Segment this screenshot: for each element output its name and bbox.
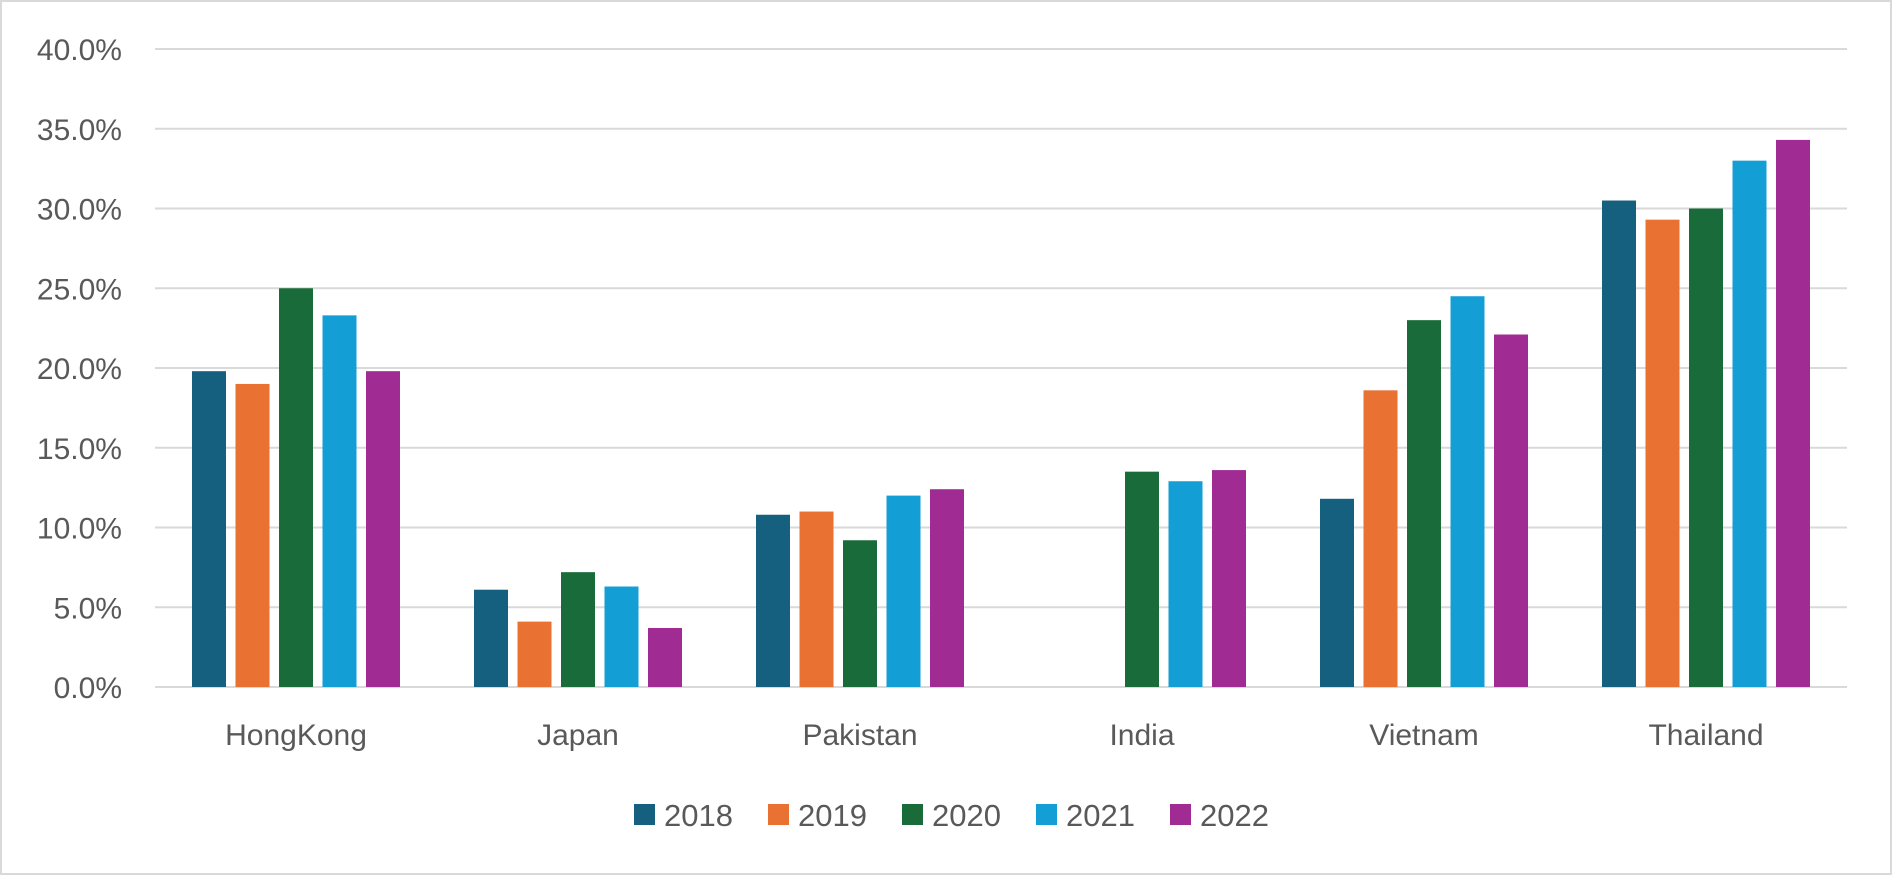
bar-pakistan-2019 bbox=[799, 511, 834, 687]
bar-vietnam-2022 bbox=[1494, 334, 1528, 687]
y-tick-label: 5.0% bbox=[54, 592, 122, 625]
y-tick-label: 20.0% bbox=[37, 353, 122, 386]
y-tick-label: 30.0% bbox=[37, 194, 122, 227]
y-tick-label: 40.0% bbox=[37, 34, 122, 67]
gridlines bbox=[155, 48, 1847, 688]
bar-japan-2018 bbox=[474, 589, 508, 687]
y-tick-label: 15.0% bbox=[37, 433, 122, 466]
bar-pakistan-2021 bbox=[886, 495, 921, 687]
bar-thailand-2022 bbox=[1776, 139, 1810, 688]
x-category-label: Vietnam bbox=[1369, 719, 1479, 752]
bar-hongkong-2022 bbox=[366, 371, 400, 687]
y-tick-label: 10.0% bbox=[37, 513, 122, 546]
legend-swatch-2021 bbox=[1036, 804, 1057, 825]
legend-swatch-2020 bbox=[902, 804, 923, 825]
bar-thailand-2019 bbox=[1645, 219, 1680, 688]
bar-hongkong-2019 bbox=[235, 383, 270, 687]
bar-india-2022 bbox=[1212, 470, 1246, 687]
bar-vietnam-2021 bbox=[1450, 296, 1485, 687]
legend-swatch-2022 bbox=[1170, 804, 1191, 825]
legend-swatch-2018 bbox=[634, 804, 655, 825]
bar-india-2020 bbox=[1125, 471, 1159, 687]
bar-hongkong-2018 bbox=[192, 371, 226, 687]
bar-pakistan-2022 bbox=[930, 489, 964, 687]
x-category-label: HongKong bbox=[225, 719, 367, 752]
x-category-label: Japan bbox=[537, 719, 619, 752]
bar-hongkong-2021 bbox=[322, 315, 357, 687]
bar-india-2021 bbox=[1168, 481, 1203, 687]
bar-pakistan-2018 bbox=[756, 514, 790, 687]
bar-vietnam-2020 bbox=[1407, 320, 1441, 687]
y-tick-label: 0.0% bbox=[54, 672, 122, 705]
x-category-label: India bbox=[1109, 719, 1174, 752]
y-tick-label: 25.0% bbox=[37, 273, 122, 306]
bar-japan-2021 bbox=[604, 586, 639, 687]
bar-japan-2022 bbox=[648, 627, 682, 687]
bar-vietnam-2019 bbox=[1363, 390, 1398, 687]
x-category-label: Pakistan bbox=[802, 719, 917, 752]
legend-label-2018: 2018 bbox=[664, 798, 733, 833]
legend-label-2020: 2020 bbox=[932, 798, 1001, 833]
bar-vietnam-2018 bbox=[1320, 498, 1354, 687]
legend-label-2019: 2019 bbox=[798, 798, 867, 833]
bar-thailand-2018 bbox=[1602, 200, 1636, 687]
y-tick-label: 35.0% bbox=[37, 114, 122, 147]
bar-thailand-2021 bbox=[1732, 160, 1767, 687]
legend-label-2021: 2021 bbox=[1066, 798, 1135, 833]
x-axis-category-labels: HongKong Japan Pakistan India Vietnam Thailan… bbox=[225, 719, 1763, 752]
bar-japan-2020 bbox=[561, 572, 595, 687]
bar-pakistan-2020 bbox=[843, 540, 877, 687]
x-category-label: Thailand bbox=[1648, 719, 1763, 752]
legend: 2018 2019 2020 2021 2022 bbox=[634, 798, 1269, 833]
bar-thailand-2020 bbox=[1689, 208, 1723, 687]
bar-japan-2019 bbox=[517, 621, 552, 687]
y-axis-tick-labels: 0.0% 5.0% 10.0% 15.0% 20.0% 25.0% 30.0% 35.0% 40… bbox=[37, 34, 122, 705]
bars bbox=[192, 139, 1810, 688]
legend-swatch-2019 bbox=[768, 804, 789, 825]
legend-label-2022: 2022 bbox=[1200, 798, 1269, 833]
bar-hongkong-2020 bbox=[279, 288, 313, 687]
